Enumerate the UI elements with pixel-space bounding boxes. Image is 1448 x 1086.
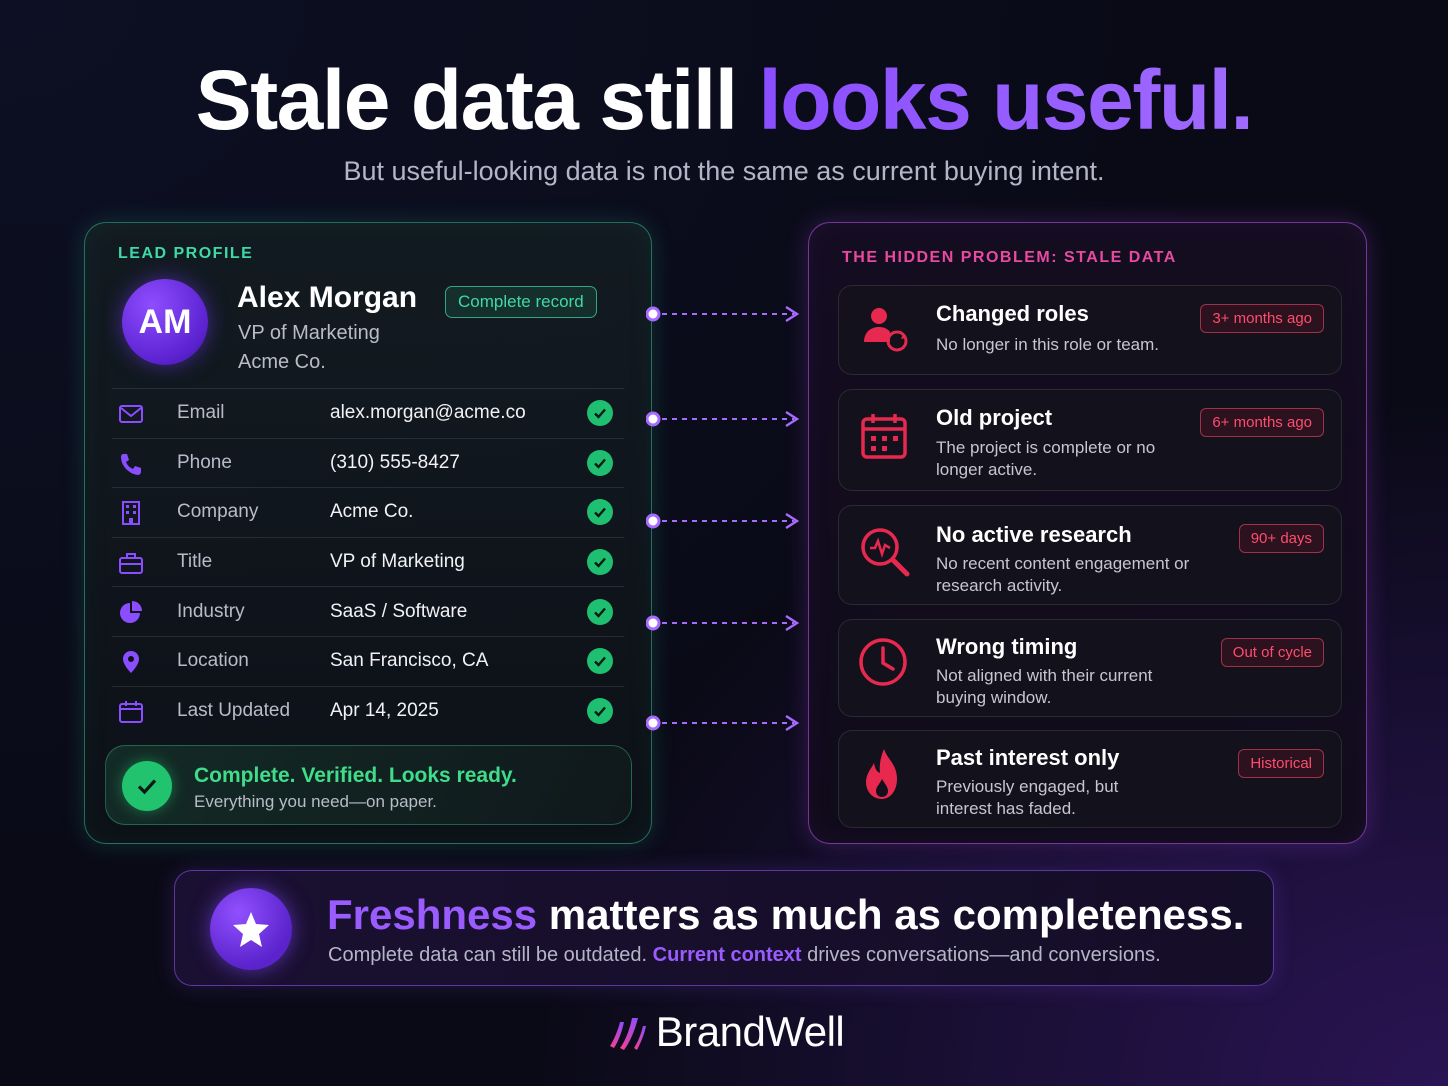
- field-list: Email alex.morgan@acme.co Phone (310) 55…: [112, 388, 624, 735]
- check-icon: [587, 598, 613, 625]
- banner-title-rest: matters as much as completeness.: [537, 891, 1245, 938]
- field-label: Last Updated: [177, 699, 291, 721]
- status-title: Complete. Verified. Looks ready.: [194, 764, 517, 787]
- check-icon: [587, 549, 613, 576]
- check-icon: [587, 449, 613, 476]
- briefcase-icon: [119, 552, 143, 574]
- lead-profile-label: LEAD PROFILE: [118, 245, 254, 262]
- connector-arrow: [646, 614, 800, 632]
- calendar-icon: [861, 414, 907, 459]
- field-label: Title: [177, 551, 213, 573]
- banner-subtitle: Complete data can still be outdated. Cur…: [328, 944, 1161, 967]
- problem-badge: 6+ months ago: [1200, 408, 1324, 437]
- field-label: Phone: [177, 451, 232, 473]
- problem-description: The project is complete or no longer act…: [936, 438, 1156, 479]
- problem-item-old-project: Old project The project is complete or n…: [838, 389, 1342, 491]
- banner-sub-part1: Complete data can still be outdated.: [328, 944, 653, 966]
- problem-description: No recent content engagement or research…: [936, 554, 1190, 595]
- field-value: VP of Marketing: [330, 551, 465, 573]
- field-row-title: Title VP of Marketing: [112, 536, 624, 587]
- problem-badge: 90+ days: [1238, 524, 1324, 553]
- connector-arrow: [646, 512, 800, 530]
- connector-arrow: [646, 714, 800, 732]
- field-value: Apr 14, 2025: [330, 699, 439, 721]
- connector-arrow: [646, 410, 800, 428]
- field-value: SaaS / Software: [330, 600, 468, 622]
- field-label: Company: [177, 501, 259, 523]
- user-refresh-icon: [864, 308, 908, 352]
- field-label: Email: [177, 402, 225, 424]
- check-icon: [587, 400, 613, 427]
- field-label: Location: [177, 650, 249, 672]
- banner-title: Freshness matters as much as completenes…: [327, 891, 1244, 939]
- check-icon: [587, 697, 613, 724]
- building-icon: [122, 501, 140, 526]
- problem-badge: 3+ months ago: [1200, 304, 1324, 333]
- banner-title-accent: Freshness: [327, 891, 538, 938]
- field-row-industry: Industry SaaS / Software: [112, 586, 624, 636]
- field-row-company: Company Acme Co.: [112, 487, 624, 537]
- lead-company: Acme Co.: [238, 351, 326, 373]
- banner-sub-accent: Current context: [652, 944, 802, 966]
- field-value: San Francisco, CA: [330, 650, 489, 672]
- star-icon: [210, 888, 292, 970]
- calendar-icon: [119, 700, 143, 723]
- phone-icon: [121, 453, 141, 475]
- freshness-banner: Freshness matters as much as completenes…: [174, 870, 1274, 986]
- field-value: Acme Co.: [330, 501, 414, 523]
- headline-main: Stale data still: [195, 53, 759, 147]
- avatar: AM: [122, 279, 208, 365]
- flame-icon: [866, 749, 897, 799]
- problem-title: Old project: [936, 405, 1053, 430]
- problem-item-no-active-research: No active research No recent content eng…: [838, 505, 1342, 605]
- headline-accent: looks useful.: [758, 53, 1253, 147]
- brand-name: BrandWell: [655, 1008, 845, 1055]
- problem-description: Previously engaged, but interest has fad…: [936, 777, 1119, 818]
- problem-badge: Historical: [1238, 749, 1324, 778]
- clock-icon: [859, 638, 907, 686]
- field-value: (310) 555-8427: [330, 451, 460, 473]
- headline: Stale data still looks useful.: [0, 52, 1448, 149]
- problem-item-changed-roles: Changed roles No longer in this role or …: [838, 285, 1342, 375]
- complete-record-badge: Complete record: [445, 286, 597, 318]
- problem-title: No active research: [936, 522, 1132, 547]
- verified-status-box: Complete. Verified. Looks ready. Everyth…: [105, 745, 632, 825]
- location-pin-icon: [123, 650, 139, 673]
- avatar-initials: AM: [138, 302, 192, 341]
- problem-badge: Out of cycle: [1220, 638, 1324, 667]
- check-circle-icon: [122, 761, 172, 811]
- lead-profile-card: LEAD PROFILE AM Alex Morgan VP of Market…: [84, 222, 652, 844]
- brandwell-logo-icon: [609, 1018, 646, 1050]
- lead-title: VP of Marketing: [238, 322, 380, 344]
- connector-arrow: [646, 305, 800, 323]
- field-row-last-updated: Last Updated Apr 14, 2025: [112, 685, 624, 736]
- problem-description: Not aligned with their current buying wi…: [936, 666, 1153, 707]
- search-analytics-icon: [861, 528, 910, 577]
- field-row-location: Location San Francisco, CA: [112, 635, 624, 686]
- problem-title: Changed roles: [936, 301, 1089, 326]
- banner-sub-part2: drives conversations—and conversions.: [801, 944, 1161, 966]
- check-icon: [587, 648, 613, 675]
- hidden-problem-label: THE HIDDEN PROBLEM: STALE DATA: [842, 249, 1177, 266]
- problem-description: No longer in this role or team.: [936, 335, 1159, 354]
- field-label: Industry: [177, 600, 245, 622]
- problem-title: Past interest only: [936, 745, 1120, 770]
- problem-item-wrong-timing: Wrong timing Not aligned with their curr…: [838, 619, 1342, 717]
- field-row-email: Email alex.morgan@acme.co: [112, 388, 624, 438]
- field-row-phone: Phone (310) 555-8427: [112, 437, 624, 488]
- problem-item-past-interest: Past interest only Previously engaged, b…: [838, 730, 1342, 828]
- pie-chart-icon: [120, 601, 142, 624]
- mail-icon: [119, 405, 143, 423]
- hidden-problem-card: THE HIDDEN PROBLEM: STALE DATA Changed r…: [808, 222, 1367, 844]
- problem-title: Wrong timing: [936, 634, 1078, 659]
- brand-footer: BrandWell: [0, 1008, 1448, 1056]
- field-value: alex.morgan@acme.co: [330, 402, 526, 424]
- check-icon: [587, 499, 613, 526]
- status-subtitle: Everything you need—on paper.: [194, 792, 437, 811]
- lead-name: Alex Morgan: [237, 281, 418, 314]
- subheadline: But useful-looking data is not the same …: [343, 156, 1105, 186]
